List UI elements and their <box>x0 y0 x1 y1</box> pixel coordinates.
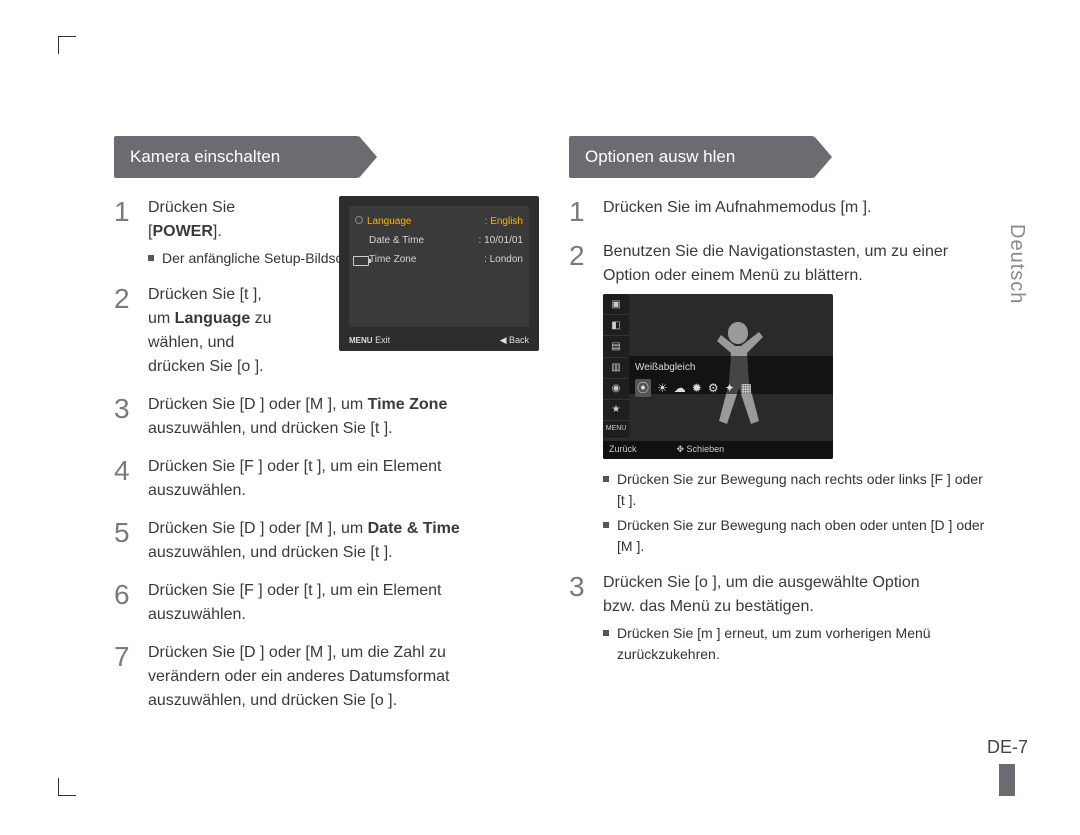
left-column: Kamera einschalten 1Drücken Sie[POWER].D… <box>114 136 539 727</box>
crop-mark <box>58 36 76 54</box>
page-number-wrap: DE-7 <box>987 737 1028 796</box>
step-text: Drücken Sie [D ] oder [M ], um die Zahl … <box>148 641 539 713</box>
step-number: 1 <box>114 196 148 269</box>
language-tab: Deutsch <box>1005 224 1028 304</box>
step-bullet: Drücken Sie zur Bewegung nach oben oder … <box>603 515 994 557</box>
step-number: 2 <box>569 240 603 557</box>
step-number: 4 <box>114 455 148 503</box>
step-number: 1 <box>569 196 603 226</box>
ribbon-right: Optionen ausw hlen <box>569 136 994 178</box>
step-text: Drücken Sie [F ] oder [t ], um ein Eleme… <box>148 579 539 627</box>
step: 3Drücken Sie [D ] oder [M ], um Time Zon… <box>114 393 539 441</box>
ribbon-arrow-icon <box>814 136 832 178</box>
ribbon-label: Optionen ausw hlen <box>569 136 814 178</box>
content: Kamera einschalten 1Drücken Sie[POWER].D… <box>114 136 994 727</box>
step-text: Drücken Sie [o ], um die ausgewählte Opt… <box>603 571 994 665</box>
camera-lcd-options: ▣◧▤▥◉★MENUWeißabgleich⦿☀☁✹⚙✦▦Zurück✥ Sch… <box>603 294 833 459</box>
step-text: Drücken Sie [D ] oder [M ], um Time Zone… <box>148 393 539 441</box>
right-column: Optionen ausw hlen 1Drücken Sie im Aufna… <box>569 136 994 727</box>
ribbon-left: Kamera einschalten <box>114 136 539 178</box>
page-bar <box>999 764 1015 796</box>
left-steps: 1Drücken Sie[POWER].Der anfängliche Setu… <box>114 196 539 713</box>
step-number: 3 <box>569 571 603 665</box>
step-number: 6 <box>114 579 148 627</box>
step-text: Drücken Sie [F ] oder [t ], um ein Eleme… <box>148 455 539 503</box>
step: 3Drücken Sie [o ], um die ausgewählte Op… <box>569 571 994 665</box>
step-number: 3 <box>114 393 148 441</box>
camera-lcd: Language: EnglishDate & Time: 10/01/01Ti… <box>339 196 539 351</box>
step-number: 7 <box>114 641 148 713</box>
step-number: 5 <box>114 517 148 565</box>
step: 4Drücken Sie [F ] oder [t ], um ein Elem… <box>114 455 539 503</box>
battery-icon <box>353 256 369 266</box>
right-steps: 1Drücken Sie im Aufnahmemodus [m ].2Benu… <box>569 196 994 665</box>
step: 6Drücken Sie [F ] oder [t ], um ein Elem… <box>114 579 539 627</box>
page: Deutsch Kamera einschalten 1Drücken Sie[… <box>58 36 1028 796</box>
step-bullet: Drücken Sie [m ] erneut, um zum vorherig… <box>603 623 994 665</box>
ribbon-label: Kamera einschalten <box>114 136 359 178</box>
step-bullet: Drücken Sie zur Bewegung nach rechts ode… <box>603 469 994 511</box>
ribbon-arrow-icon <box>359 136 377 178</box>
step: 7Drücken Sie [D ] oder [M ], um die Zahl… <box>114 641 539 713</box>
page-number: DE-7 <box>987 737 1028 758</box>
step: 2Benutzen Sie die Navigationstasten, um … <box>569 240 994 557</box>
step: 5Drücken Sie [D ] oder [M ], um Date & T… <box>114 517 539 565</box>
step-text: Drücken Sie im Aufnahmemodus [m ]. <box>603 196 994 226</box>
step-number: 2 <box>114 283 148 379</box>
crop-mark <box>58 778 76 796</box>
step: 1Drücken Sie im Aufnahmemodus [m ]. <box>569 196 994 226</box>
step-text: Drücken Sie [D ] oder [M ], um Date & Ti… <box>148 517 539 565</box>
step-text: Benutzen Sie die Navigationstasten, um z… <box>603 240 994 557</box>
